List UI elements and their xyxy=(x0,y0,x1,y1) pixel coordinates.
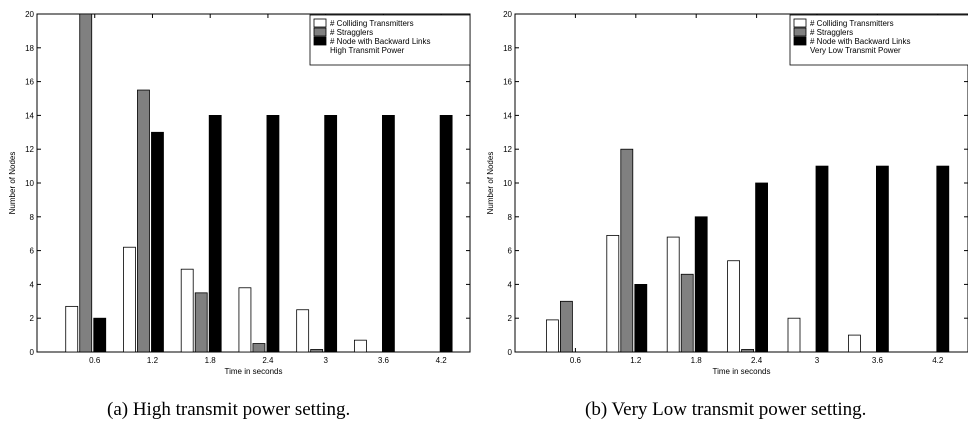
x-tick-label: 1.2 xyxy=(147,356,159,365)
legend-entry-colliding-transmitters: # Colliding Transmitters xyxy=(330,19,414,28)
legend-swatch-node-with-backward-links xyxy=(313,36,327,46)
y-tick-label: 2 xyxy=(508,314,513,323)
bar-node-with-backward-links xyxy=(439,115,453,353)
bar-colliding-transmitters xyxy=(787,317,801,353)
legend-box xyxy=(309,14,471,66)
bar-stragglers xyxy=(310,349,324,353)
bar-stragglers xyxy=(560,300,573,353)
y-tick-label: 20 xyxy=(25,10,34,19)
x-axis-label: Time in seconds xyxy=(225,367,283,376)
y-tick-label: 2 xyxy=(30,314,35,323)
y-tick-label: 4 xyxy=(30,280,35,289)
bar-stragglers xyxy=(680,273,694,353)
bar-node-with-backward-links xyxy=(815,165,829,353)
bar-colliding-transmitters xyxy=(180,268,194,353)
x-tick-label: 1.8 xyxy=(691,356,703,365)
caption-high-transmit-power: (a) High transmit power setting. xyxy=(107,399,351,420)
y-tick-label: 10 xyxy=(25,179,34,188)
legend-note: High Transmit Power xyxy=(330,46,405,55)
y-axis-label: Number of Nodes xyxy=(486,152,495,215)
y-tick-label: 18 xyxy=(25,44,34,53)
bar-node-with-backward-links xyxy=(381,115,395,353)
legend-swatch-colliding-transmitters xyxy=(313,18,327,28)
x-tick-label: 4.2 xyxy=(436,356,448,365)
bar-node-with-backward-links xyxy=(151,131,164,353)
legend-box xyxy=(789,14,968,66)
bar-node-with-backward-links xyxy=(93,317,107,353)
x-tick-label: 1.8 xyxy=(205,356,217,365)
y-tick-label: 14 xyxy=(25,111,34,120)
bar-colliding-transmitters xyxy=(123,246,136,353)
bar-stragglers xyxy=(137,89,150,353)
bar-stragglers xyxy=(79,13,93,353)
x-tick-label: 1.2 xyxy=(630,356,642,365)
legend-entry-stragglers: # Stragglers xyxy=(330,28,373,37)
bar-node-with-backward-links xyxy=(755,182,768,353)
legend-entry-node-with-backward-links: # Node with Backward Links xyxy=(810,37,911,46)
x-tick-label: 4.2 xyxy=(932,356,944,365)
bar-node-with-backward-links xyxy=(876,165,889,353)
bar-stragglers xyxy=(252,343,266,353)
legend: # Colliding Transmitters# Stragglers# No… xyxy=(789,14,968,66)
x-axis-label: Time in seconds xyxy=(713,367,771,376)
y-tick-label: 0 xyxy=(30,348,35,357)
x-tick-label: 3 xyxy=(323,356,328,365)
x-tick-label: 2.4 xyxy=(262,356,274,365)
y-tick-label: 14 xyxy=(503,111,512,120)
bar-colliding-transmitters xyxy=(606,234,620,353)
legend-entry-colliding-transmitters: # Colliding Transmitters xyxy=(810,19,894,28)
y-tick-label: 4 xyxy=(508,280,513,289)
bar-colliding-transmitters xyxy=(848,334,861,353)
y-tick-label: 12 xyxy=(25,145,34,154)
legend-swatch-colliding-transmitters xyxy=(793,18,807,28)
x-tick-label: 0.6 xyxy=(570,356,582,365)
bar-node-with-backward-links xyxy=(324,115,338,353)
y-tick-label: 8 xyxy=(30,213,35,222)
y-tick-label: 0 xyxy=(508,348,513,357)
x-tick-label: 3.6 xyxy=(378,356,390,365)
bar-colliding-transmitters xyxy=(238,287,252,353)
bar-node-with-backward-links xyxy=(634,283,648,353)
x-tick-label: 3.6 xyxy=(872,356,884,365)
caption-very-low-transmit-power: (b) Very Low transmit power setting. xyxy=(585,399,867,420)
bar-colliding-transmitters xyxy=(65,305,79,353)
bar-stragglers xyxy=(194,292,208,353)
bar-stragglers xyxy=(620,148,634,353)
legend: # Colliding Transmitters# Stragglers# No… xyxy=(309,14,471,66)
legend-entry-stragglers: # Stragglers xyxy=(810,28,853,37)
legend-swatch-node-with-backward-links xyxy=(793,36,807,46)
chart-high-transmit-power: 0 2 4 6 8 10 12 14 16 18 20 0.6 1.2 1.8 2.4 3 3.6 4.2 Time… xyxy=(8,10,471,376)
bar-stragglers xyxy=(741,349,754,353)
bar-colliding-transmitters xyxy=(353,339,367,353)
x-tick-label: 0.6 xyxy=(89,356,101,365)
y-tick-label: 20 xyxy=(503,10,512,19)
bar-colliding-transmitters xyxy=(296,309,310,353)
y-tick-label: 16 xyxy=(503,78,512,87)
y-axis-label: Number of Nodes xyxy=(8,152,17,215)
x-tick-label: 3 xyxy=(815,356,820,365)
bar-colliding-transmitters xyxy=(727,260,740,353)
legend-note: Very Low Transmit Power xyxy=(810,46,901,55)
x-tick-label: 2.4 xyxy=(751,356,763,365)
y-tick-label: 8 xyxy=(508,213,513,222)
legend-swatch-stragglers xyxy=(313,27,327,37)
y-tick-label: 12 xyxy=(503,145,512,154)
y-tick-label: 6 xyxy=(508,247,513,256)
y-tick-label: 18 xyxy=(503,44,512,53)
y-tick-label: 10 xyxy=(503,179,512,188)
y-tick-label: 6 xyxy=(30,247,35,256)
bar-colliding-transmitters xyxy=(546,319,559,353)
bar-node-with-backward-links xyxy=(266,115,280,353)
chart-very-low-transmit-power: 0 2 4 6 8 10 12 14 16 18 20 0.6 1.2 1.8 2.4 3 3.6 4.2 Time… xyxy=(486,10,968,376)
y-tick-label: 16 xyxy=(25,78,34,87)
bar-node-with-backward-links xyxy=(208,115,222,353)
bar-colliding-transmitters xyxy=(666,236,680,353)
legend-swatch-stragglers xyxy=(793,27,807,37)
bar-node-with-backward-links xyxy=(936,165,950,353)
bar-node-with-backward-links xyxy=(694,216,708,353)
legend-entry-node-with-backward-links: # Node with Backward Links xyxy=(330,37,431,46)
